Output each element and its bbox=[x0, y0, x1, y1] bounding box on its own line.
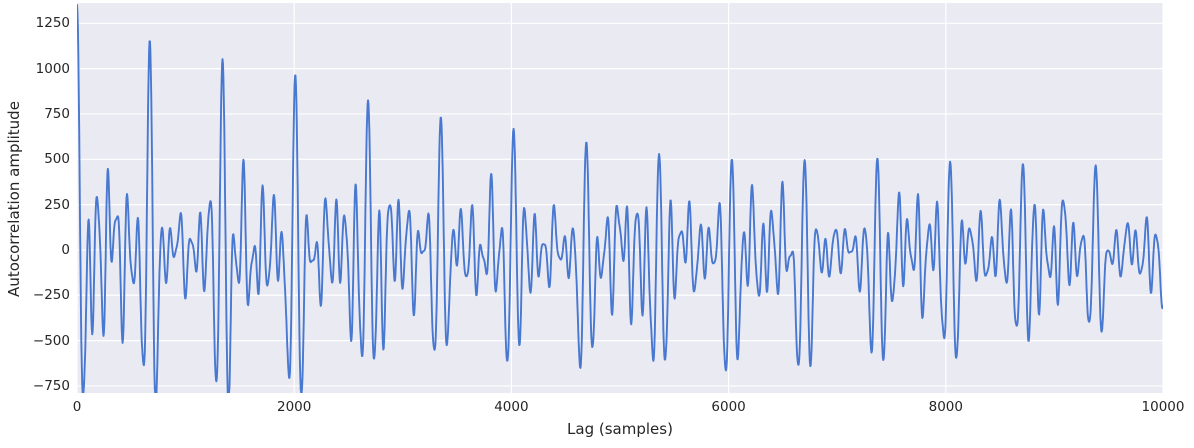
y-tick-label: 250 bbox=[44, 196, 70, 213]
x-tick-label: 8000 bbox=[928, 399, 963, 415]
y-tick-label: 500 bbox=[44, 151, 70, 168]
y-axis-title: Autocorrelation amplitude bbox=[5, 101, 23, 297]
x-tick-label: 4000 bbox=[494, 399, 529, 415]
y-tick-label: 750 bbox=[44, 105, 70, 122]
y-tick-label: −500 bbox=[32, 332, 70, 349]
y-tick-label: 1250 bbox=[35, 15, 70, 32]
x-axis-title: Lag (samples) bbox=[567, 420, 673, 438]
autocorrelation-line bbox=[77, 4, 1163, 393]
y-tick-label: 1000 bbox=[35, 60, 70, 77]
y-tick-label: −750 bbox=[32, 377, 70, 394]
plot-area bbox=[77, 3, 1163, 393]
gridlines bbox=[76, 3, 1164, 393]
x-tick-label: 2000 bbox=[277, 399, 312, 415]
y-tick-label: 0 bbox=[61, 241, 70, 258]
x-tick-label: 10000 bbox=[1141, 399, 1185, 415]
x-tick-label: 6000 bbox=[711, 399, 746, 415]
y-tick-label: −250 bbox=[32, 287, 70, 304]
x-tick-label: 0 bbox=[72, 399, 82, 415]
